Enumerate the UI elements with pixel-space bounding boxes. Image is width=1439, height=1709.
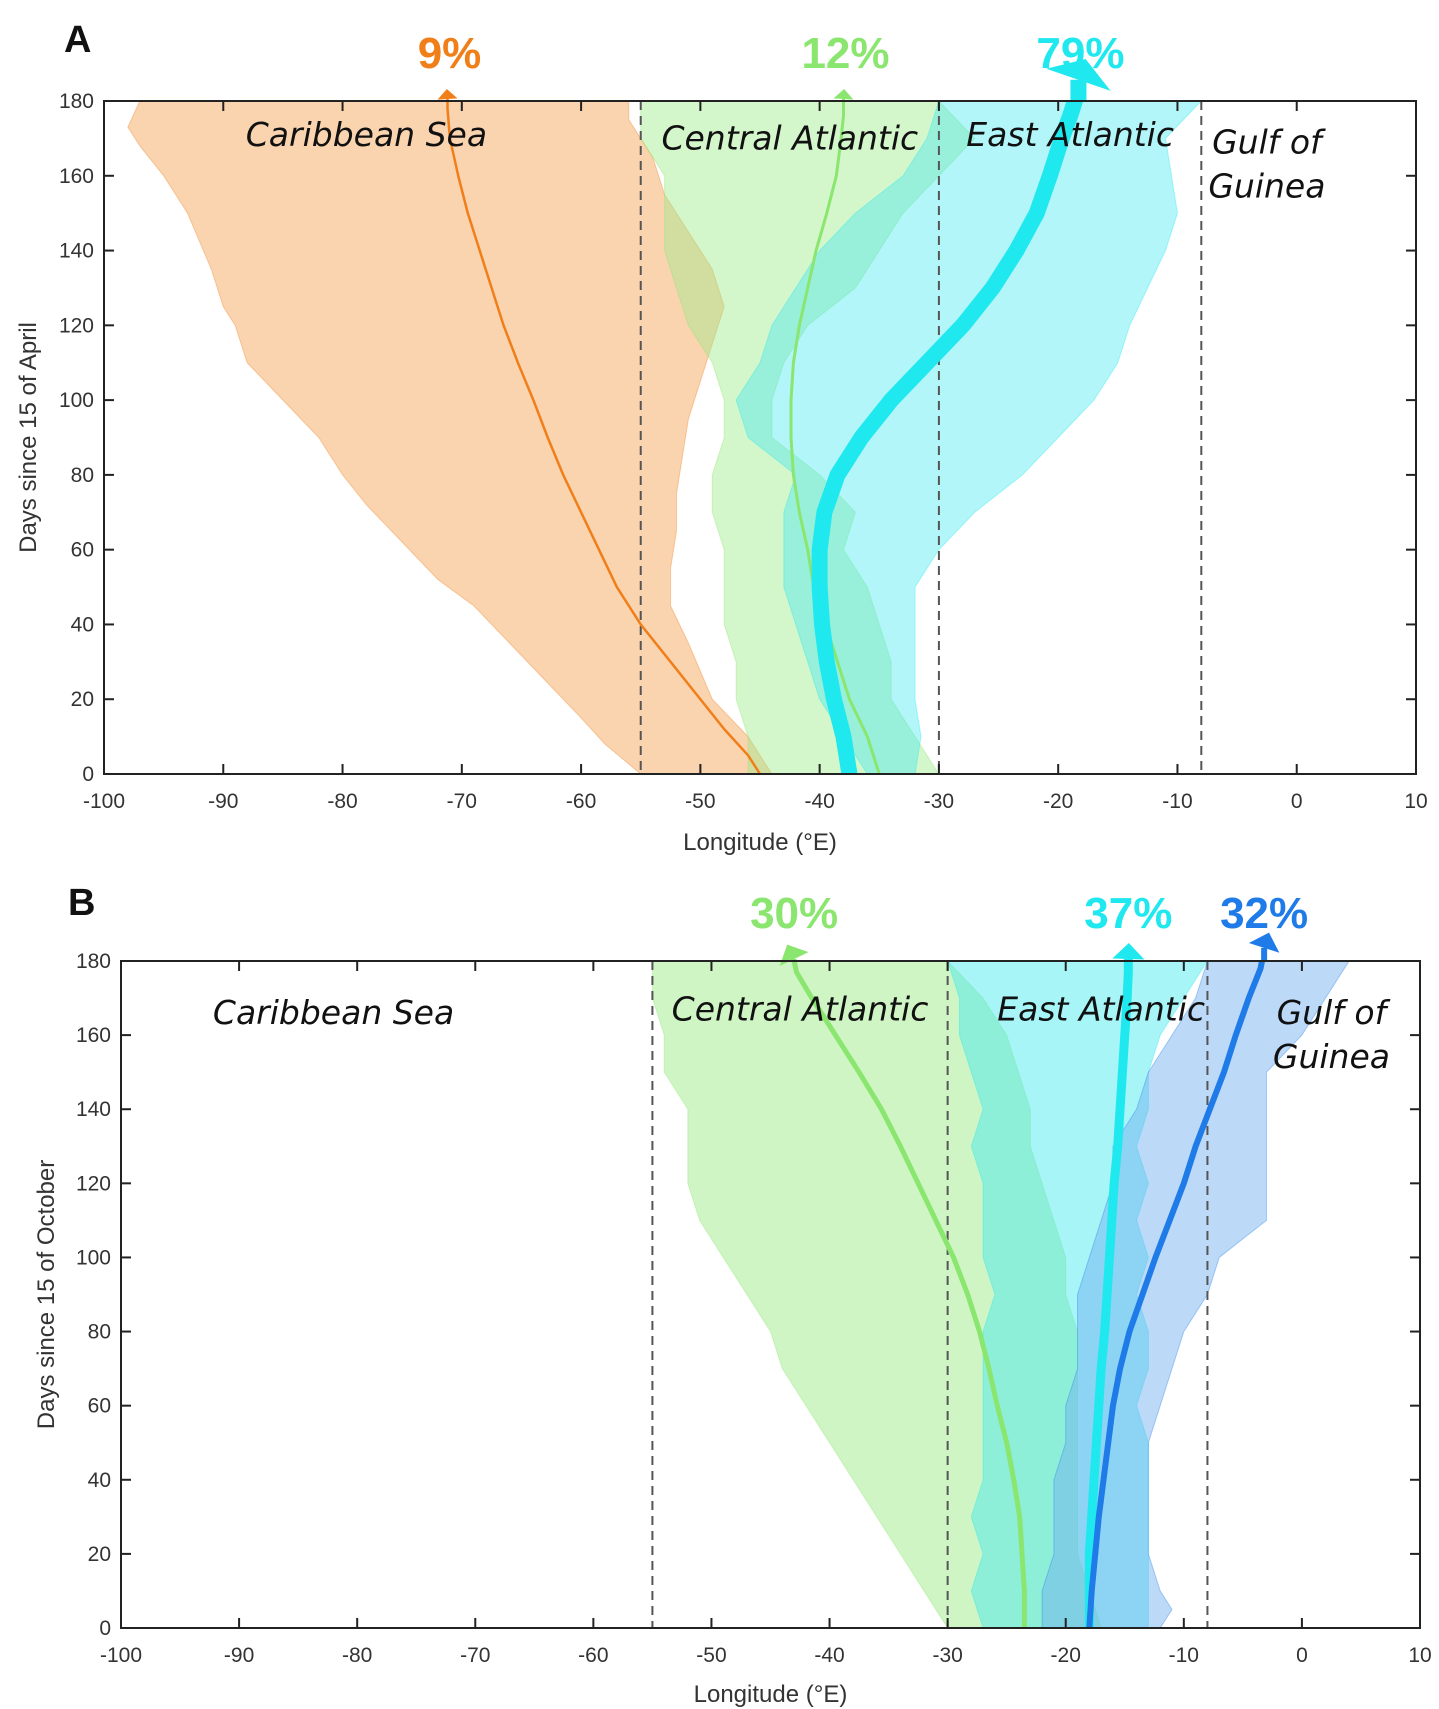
arrowhead-9pct	[437, 89, 458, 100]
y-tick-label: 140	[76, 1098, 111, 1121]
x-tick-label: -100	[83, 790, 125, 813]
region-label: Gulf of Guinea	[1208, 122, 1326, 205]
x-tick-label: -40	[804, 790, 834, 813]
y-tick-label: 0	[82, 763, 94, 786]
y-tick-label: 80	[88, 1321, 111, 1344]
envelope-9pct	[127, 101, 773, 774]
x-tick-label: -80	[342, 1644, 372, 1667]
y-tick-label: 140	[59, 240, 94, 263]
arrowhead-79pct	[1046, 58, 1111, 91]
x-axis-label: Longitude (°E)	[683, 829, 837, 856]
x-tick-label: 10	[1408, 1644, 1431, 1667]
y-tick-label: 180	[76, 950, 111, 973]
mean-trajectory-9pct	[446, 101, 762, 774]
region-label: Central Atlantic	[672, 989, 929, 1028]
x-tick-label: -60	[566, 790, 596, 813]
plot-area	[651, 961, 1350, 1628]
region-label: East Atlantic	[997, 989, 1205, 1028]
mean-trajectory-30pct	[791, 961, 1027, 1628]
arrowhead-37pct	[1112, 943, 1145, 960]
y-tick-label: 40	[71, 613, 94, 636]
y-tick-label: 80	[71, 464, 94, 487]
envelope-79pct	[735, 101, 1203, 774]
mean-trajectory-32pct	[1086, 961, 1266, 1628]
panel-a: -100 -90 -80 -70 -60 -50 -40 -30 -20 -10 0 10020406…	[15, 19, 1428, 856]
arrowhead-12pct	[833, 89, 854, 100]
y-tick-label: 100	[59, 389, 94, 412]
mean-trajectory-12pct	[789, 101, 881, 774]
axes-box	[120, 960, 1421, 1629]
x-tick-label: -40	[814, 1644, 844, 1667]
envelope-30pct	[651, 961, 1102, 1628]
x-tick-label: -50	[685, 790, 715, 813]
y-axis-label: Days since 15 of October	[33, 1160, 60, 1429]
y-tick-label: 0	[99, 1617, 111, 1640]
percentage-label: 32%	[1220, 889, 1308, 938]
percentage-label: 79%	[1036, 29, 1124, 78]
y-tick-label: 120	[59, 314, 94, 337]
x-tick-label: -30	[932, 1644, 962, 1667]
y-axis-label: Days since 15 of April	[15, 322, 42, 553]
y-tick-label: 20	[71, 688, 94, 711]
x-tick-label: 10	[1404, 790, 1427, 813]
y-tick-label: 20	[88, 1543, 111, 1566]
axes-box	[103, 100, 1417, 775]
region-label: East Atlantic	[966, 115, 1174, 154]
y-tick-label: 160	[59, 165, 94, 188]
x-tick-label: -90	[208, 790, 238, 813]
x-tick-label: -50	[696, 1644, 726, 1667]
percentage-label: 12%	[801, 29, 889, 78]
panel-letter: B	[68, 882, 95, 924]
y-tick-label: 160	[76, 1024, 111, 1047]
mean-trajectory-37pct	[1084, 961, 1133, 1628]
y-tick-label: 180	[59, 90, 94, 113]
y-tick-label: 120	[76, 1172, 111, 1195]
y-tick-label: 60	[71, 539, 94, 562]
plot-area	[127, 101, 1203, 774]
mean-trajectory-79pct	[811, 101, 1084, 774]
x-tick-label: -20	[1051, 1644, 1081, 1667]
x-tick-label: -70	[447, 790, 477, 813]
region-label: Caribbean Sea	[213, 993, 454, 1032]
x-axis-label: Longitude (°E)	[694, 1681, 848, 1708]
percentage-label: 37%	[1084, 889, 1172, 938]
panel-b: -100 -90 -80 -70 -60 -50 -40 -30 -20 -10 0 10020406…	[33, 882, 1432, 1708]
x-tick-label: -60	[578, 1644, 608, 1667]
y-tick-label: 100	[76, 1246, 111, 1269]
envelope-12pct	[640, 101, 976, 774]
percentage-label: 30%	[750, 889, 838, 938]
panel-letter: A	[64, 19, 91, 61]
percentage-label: 9%	[418, 29, 482, 78]
arrowhead-32pct	[1248, 932, 1280, 953]
x-tick-label: 0	[1296, 1644, 1308, 1667]
region-label: Caribbean Sea	[246, 115, 487, 154]
x-tick-label: -30	[924, 790, 954, 813]
y-tick-label: 60	[88, 1395, 111, 1418]
x-tick-label: -90	[224, 1644, 254, 1667]
x-tick-label: -20	[1043, 790, 1073, 813]
x-tick-label: 0	[1291, 790, 1303, 813]
envelope-32pct	[1041, 961, 1350, 1628]
y-tick-label: 40	[88, 1469, 111, 1492]
x-tick-label: -100	[100, 1644, 142, 1667]
x-tick-label: -70	[460, 1644, 490, 1667]
x-tick-label: -80	[327, 790, 357, 813]
x-tick-label: -10	[1169, 1644, 1199, 1667]
x-tick-label: -10	[1162, 790, 1192, 813]
region-label: Central Atlantic	[661, 119, 918, 158]
region-label: Gulf of Guinea	[1273, 993, 1391, 1076]
